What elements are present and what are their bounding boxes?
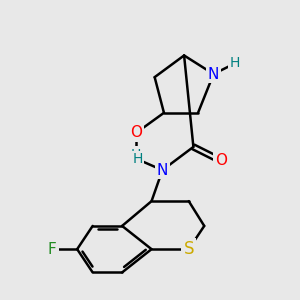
- Text: H: H: [132, 152, 143, 166]
- Text: H: H: [131, 148, 141, 162]
- Text: O: O: [130, 125, 142, 140]
- Text: O: O: [215, 153, 227, 168]
- Text: H: H: [230, 56, 240, 70]
- Text: N: N: [208, 67, 219, 82]
- Text: S: S: [184, 240, 194, 258]
- Text: F: F: [48, 242, 57, 257]
- Text: N: N: [157, 163, 168, 178]
